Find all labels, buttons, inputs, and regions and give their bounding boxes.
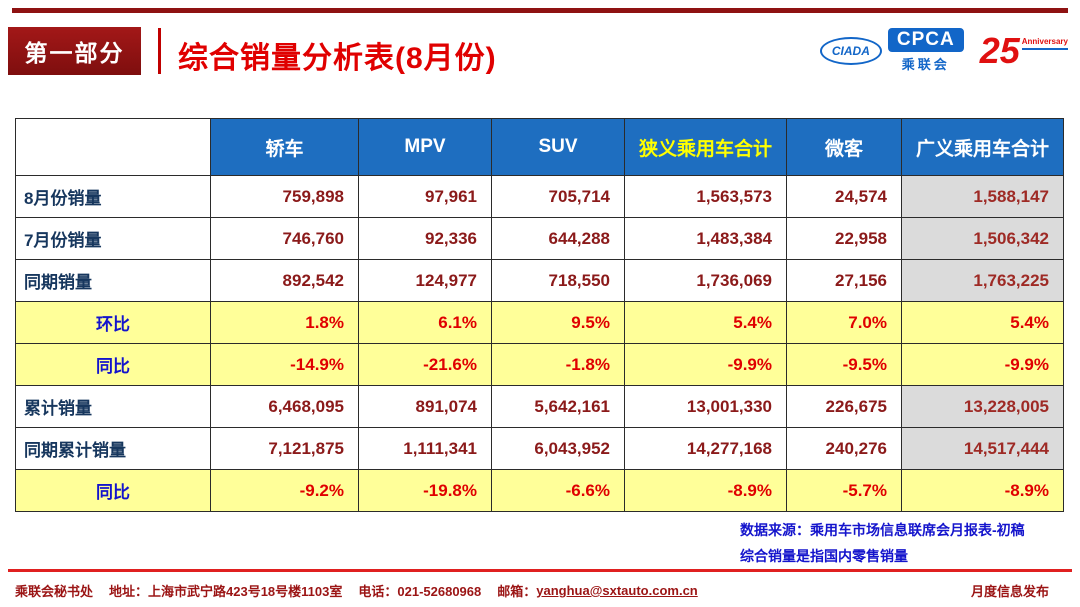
footer-org: 乘联会秘书处 (15, 584, 94, 599)
column-header: 轿车 (210, 118, 359, 176)
row-label: 同期累计销量 (15, 427, 211, 470)
corner-cell (15, 118, 211, 176)
sales-table: 轿车 MPV SUV 狭义乘用车合计 微客 广义乘用车合计 8月份销量 759,898 97,… (15, 118, 1064, 512)
table-row: 8月份销量 759,898 97,961 705,714 1,563,573 24,574… (15, 175, 1064, 218)
table-row: 同比 -14.9% -21.6% -1.8% -9.9% -9.5% -9.9% (15, 343, 1064, 386)
value-cell: -9.9% (901, 343, 1064, 386)
value-cell: 718,550 (491, 259, 625, 302)
value-cell: 22,958 (786, 217, 902, 260)
page-title: 综合销量分析表(8月份) (178, 42, 497, 75)
cpca-mark-text: CIADA (831, 43, 870, 58)
value-cell: 644,288 (491, 217, 625, 260)
note-data-source: 数据来源：乘用车市场信息联席会月报表-初稿 (740, 522, 1025, 538)
value-cell: 13,228,005 (901, 385, 1064, 428)
value-cell: 9.5% (491, 301, 625, 344)
value-cell: -8.9% (624, 469, 787, 512)
anniversary-logo: 25 Anniversary (979, 29, 1068, 71)
note-definition: 综合销量是指国内零售销量 (740, 547, 908, 564)
value-cell: 1,506,342 (901, 217, 1064, 260)
value-cell: -19.8% (358, 469, 492, 512)
value-cell: 5.4% (624, 301, 787, 344)
value-cell: 5.4% (901, 301, 1064, 344)
value-cell: 97,961 (358, 175, 492, 218)
value-cell: -14.9% (210, 343, 359, 386)
value-cell: 14,517,444 (901, 427, 1064, 470)
value-cell: -8.9% (901, 469, 1064, 512)
cpca-wordmark-block: CPCA 乘联会 (887, 28, 964, 73)
footer-mail-label: 邮箱： (497, 584, 537, 599)
value-cell: 7.0% (786, 301, 902, 344)
value-cell: 92,336 (358, 217, 492, 260)
footer-publish-label: 月度信息发布 (970, 584, 1049, 599)
value-cell: 24,574 (786, 175, 902, 218)
value-cell: 6.1% (358, 301, 492, 344)
value-cell: 6,043,952 (491, 427, 625, 470)
row-label: 同期销量 (15, 259, 211, 302)
table-row: 累计销量 6,468,095 891,074 5,642,161 13,001,330 2… (15, 385, 1064, 428)
value-cell: -9.5% (786, 343, 902, 386)
title-divider (158, 28, 161, 74)
value-cell: 240,276 (786, 427, 902, 470)
anniversary-number: 25 (979, 29, 1020, 71)
value-cell: 124,977 (358, 259, 492, 302)
row-label: 8月份销量 (15, 175, 211, 218)
value-cell: 891,074 (358, 385, 492, 428)
column-header: 微客 (786, 118, 902, 176)
footer-phone: 电话：021-52680968 (358, 584, 482, 599)
value-cell: 27,156 (786, 259, 902, 302)
value-cell: 5,642,161 (491, 385, 625, 428)
value-cell: 7,121,875 (210, 427, 359, 470)
value-cell: 1,563,573 (624, 175, 787, 218)
value-cell: -6.6% (491, 469, 625, 512)
value-cell: -5.7% (786, 469, 902, 512)
table-row: 同期累计销量 7,121,875 1,111,341 6,043,952 14,277,… (15, 427, 1064, 470)
value-cell: 1,588,147 (901, 175, 1064, 218)
value-cell: 14,277,168 (624, 427, 787, 470)
value-cell: 1,483,384 (624, 217, 787, 260)
table-row: 7月份销量 746,760 92,336 644,288 1,483,384 22,958… (15, 217, 1064, 260)
cpca-subtitle: 乘联会 (901, 57, 950, 72)
column-header: 狭义乘用车合计 (624, 118, 787, 176)
column-header: SUV (491, 118, 625, 176)
logo-area: CIADA CPCA 乘联会 25 Anniversary (819, 28, 1068, 73)
value-cell: 746,760 (210, 217, 359, 260)
table-header-row: 轿车 MPV SUV 狭义乘用车合计 微客 广义乘用车合计 (15, 118, 1064, 176)
table-row: 环比 1.8% 6.1% 9.5% 5.4% 7.0% 5.4% (15, 301, 1064, 344)
cpca-oval-mark-icon: CIADA (819, 36, 882, 65)
footer-address: 地址：上海市武宁路423号18号楼1103室 (109, 584, 343, 599)
column-header: MPV (358, 118, 492, 176)
value-cell: -1.8% (491, 343, 625, 386)
column-header: 广义乘用车合计 (901, 118, 1064, 176)
row-label: 同比 (15, 469, 211, 512)
table-row: 同期销量 892,542 124,977 718,550 1,736,069 27,156… (15, 259, 1064, 302)
value-cell: 1,111,341 (358, 427, 492, 470)
footer-rule (8, 569, 1072, 572)
value-cell: 705,714 (491, 175, 625, 218)
value-cell: -9.9% (624, 343, 787, 386)
row-label: 7月份销量 (15, 217, 211, 260)
value-cell: 1.8% (210, 301, 359, 344)
row-label: 环比 (15, 301, 211, 344)
notes-block: 数据来源：乘用车市场信息联席会月报表-初稿 综合销量是指国内零售销量 (740, 518, 1025, 570)
value-cell: 892,542 (210, 259, 359, 302)
row-label: 同比 (15, 343, 211, 386)
value-cell: 13,001,330 (624, 385, 787, 428)
row-label: 累计销量 (15, 385, 211, 428)
section-badge: 第一部分 (8, 27, 141, 75)
anniversary-label: Anniversary (1021, 37, 1068, 50)
value-cell: 1,763,225 (901, 259, 1064, 302)
cpca-logo: CIADA CPCA 乘联会 (819, 28, 964, 73)
footer: 乘联会秘书处 地址：上海市武宁路423号18号楼1103室 电话：021-526… (15, 581, 1065, 600)
value-cell: 6,468,095 (210, 385, 359, 428)
top-rule (12, 8, 1068, 13)
value-cell: -21.6% (358, 343, 492, 386)
table-row: 同比 -9.2% -19.8% -6.6% -8.9% -5.7% -8.9% (15, 469, 1064, 512)
value-cell: 226,675 (786, 385, 902, 428)
footer-email-link[interactable]: yanghua@sxtauto.com.cn (536, 583, 698, 598)
value-cell: 1,736,069 (624, 259, 787, 302)
value-cell: -9.2% (210, 469, 359, 512)
cpca-wordmark: CPCA (887, 28, 964, 52)
value-cell: 759,898 (210, 175, 359, 218)
